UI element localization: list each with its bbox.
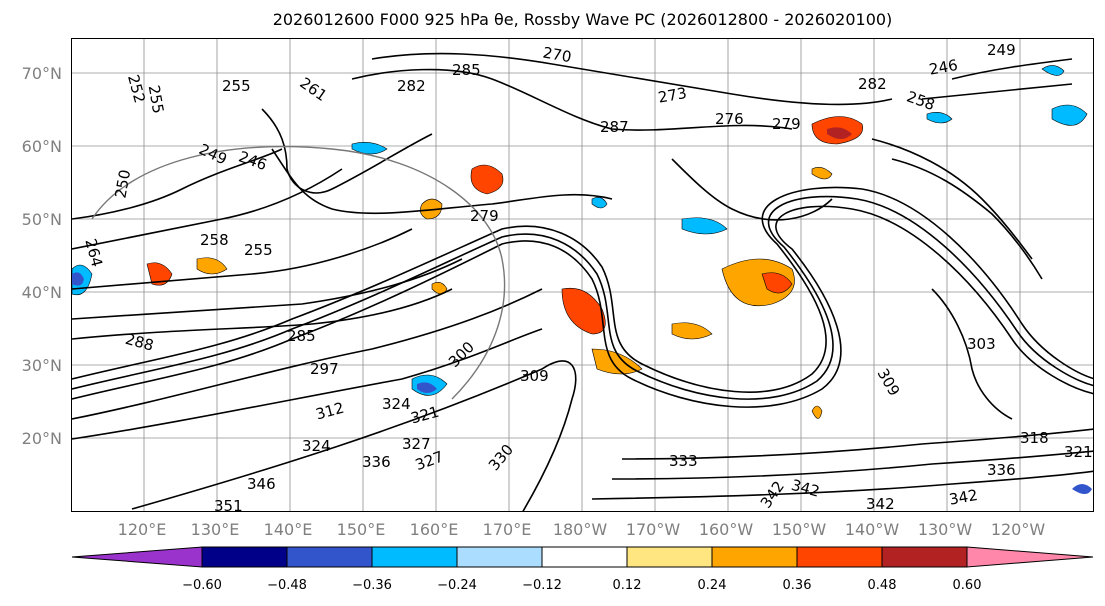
contour-label: 246	[236, 147, 269, 174]
contour-label: 321	[1064, 443, 1093, 461]
contour-label: 250	[111, 168, 134, 199]
lon-label-120e: 120°E	[117, 520, 167, 539]
contour-label: 318	[1020, 429, 1049, 447]
contour-label: 342	[757, 478, 788, 512]
contour-label: 255	[145, 84, 168, 115]
lat-label-70n: 70°N	[21, 64, 62, 83]
colorbar-segment	[626, 546, 713, 568]
colorbar-tick: 0.36	[782, 578, 812, 593]
lon-label-130w: 130°W	[917, 520, 973, 539]
contour-label: 309	[874, 365, 904, 399]
contour-label: 255	[244, 241, 273, 259]
colorbar-tick: −0.36	[352, 578, 392, 593]
reference-arcs	[91, 145, 506, 400]
lat-label-60n: 60°N	[21, 137, 62, 156]
lon-label-160w: 160°W	[698, 520, 754, 539]
lon-label-130e: 130°E	[190, 520, 240, 539]
contour-label: 330	[485, 441, 517, 475]
colorbar-segment	[711, 546, 798, 568]
lon-label-180w: 180°W	[552, 520, 608, 539]
colorbar-segment	[456, 546, 543, 568]
map-title: 2026012600 F000 925 hPa θe, Rossby Wave …	[272, 10, 893, 29]
contour-label: 276	[715, 110, 744, 128]
lon-label-150w: 150°W	[771, 520, 827, 539]
colorbar-tick: −0.24	[437, 578, 477, 593]
colorbar	[71, 546, 1094, 568]
colorbar-tick: −0.60	[182, 578, 222, 593]
contour-label: 324	[302, 437, 331, 455]
contour-label: 258	[904, 87, 937, 114]
lon-label-160e: 160°E	[409, 520, 459, 539]
contour-label: 261	[297, 74, 331, 105]
contour-label: 285	[287, 327, 316, 345]
lon-label-140w: 140°W	[844, 520, 900, 539]
lat-label-20n: 20°N	[21, 429, 62, 448]
contour-label: 303	[967, 335, 996, 353]
contour-label: 273	[657, 84, 688, 107]
contour-label: 300	[445, 338, 478, 371]
contour-label: 342	[789, 476, 821, 501]
contour-label: 346	[247, 475, 276, 493]
colorbar-segment	[541, 546, 628, 568]
contour-label: 282	[858, 75, 887, 93]
colorbar-segment	[201, 546, 288, 568]
colorbar-tick: 0.48	[867, 578, 897, 593]
lon-label-140e: 140°E	[263, 520, 313, 539]
contour-label: 297	[310, 360, 339, 378]
colorbar-tick: −0.48	[267, 578, 307, 593]
colorbar-segment	[966, 546, 1094, 568]
contour-label: 342	[948, 486, 979, 509]
colorbar-tick: 0.24	[697, 578, 727, 593]
colorbar-tick: 0.12	[612, 578, 642, 593]
lat-label-40n: 40°N	[21, 283, 62, 302]
lon-label-120w: 120°W	[990, 520, 1046, 539]
map-svg: 252 255 255 261 282 285 270 249 246 273 …	[72, 39, 1093, 512]
contour-label: 336	[362, 453, 391, 471]
contour-label: 288	[123, 330, 155, 355]
graticule	[72, 39, 1093, 511]
colorbar-tick: 0.60	[952, 578, 982, 593]
contour-label: 279	[470, 207, 499, 225]
contour-label: 246	[928, 56, 959, 79]
colorbar-segment	[71, 546, 203, 568]
anomaly-shading	[72, 65, 1092, 494]
colorbar-tick: −0.12	[522, 578, 562, 593]
theta-e-contours	[72, 52, 1093, 511]
lat-label-30n: 30°N	[21, 356, 62, 375]
contour-label: 249	[196, 140, 230, 168]
colorbar-segment	[286, 546, 373, 568]
colorbar-segment	[881, 546, 968, 568]
colorbar-segment	[796, 546, 883, 568]
contour-label: 327	[402, 435, 431, 453]
contour-label: 351	[214, 497, 243, 512]
contour-label: 258	[200, 231, 229, 249]
contour-label: 342	[866, 495, 895, 512]
contour-label: 249	[987, 41, 1016, 59]
contour-label: 309	[520, 367, 549, 385]
colorbar-segment	[371, 546, 458, 568]
contour-label: 287	[600, 118, 629, 136]
map-panel: 252 255 255 261 282 285 270 249 246 273 …	[71, 38, 1094, 512]
contour-label: 285	[452, 61, 481, 79]
lon-label-170w: 170°W	[625, 520, 681, 539]
contour-label: 333	[669, 452, 698, 470]
contour-label: 255	[222, 77, 251, 95]
contour-label: 279	[772, 115, 801, 133]
contour-label: 282	[397, 77, 426, 95]
contour-label: 264	[81, 237, 106, 269]
contour-label: 336	[987, 461, 1016, 479]
lat-label-50n: 50°N	[21, 210, 62, 229]
contour-label: 324	[382, 395, 411, 413]
contour-label: 270	[541, 43, 572, 66]
lon-label-170e: 170°E	[482, 520, 532, 539]
contour-label-group: 252 255 255 261 282 285 270 249 246 273 …	[81, 41, 1093, 512]
lon-label-150e: 150°E	[336, 520, 386, 539]
contour-label: 312	[314, 399, 346, 424]
